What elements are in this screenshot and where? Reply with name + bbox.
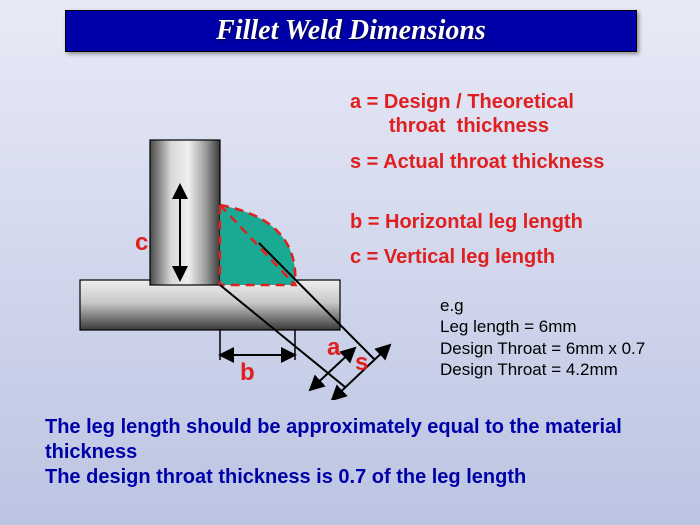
title-text: Fillet Weld Dimensions <box>216 15 486 47</box>
label-c: c <box>135 229 148 256</box>
example-block: e.g Leg length = 6mm Design Throat = 6mm… <box>440 295 645 380</box>
horizontal-plate <box>80 280 340 330</box>
example-l1: e.g <box>440 295 645 316</box>
label-s: s <box>355 349 368 376</box>
bottom-text: The leg length should be approximately e… <box>45 415 665 490</box>
vertical-plate <box>150 140 220 285</box>
example-l4: Design Throat = 4.2mm <box>440 359 645 380</box>
bottom-l2: The design throat thickness is 0.7 of th… <box>45 465 665 490</box>
fillet-weld-diagram: c b a s <box>40 130 410 400</box>
label-b: b <box>240 359 255 386</box>
bottom-l1: The leg length should be approximately e… <box>45 415 665 465</box>
title-bar: Fillet Weld Dimensions <box>65 10 637 52</box>
example-l2: Leg length = 6mm <box>440 316 645 337</box>
example-l3: Design Throat = 6mm x 0.7 <box>440 338 645 359</box>
label-a: a <box>327 334 341 361</box>
